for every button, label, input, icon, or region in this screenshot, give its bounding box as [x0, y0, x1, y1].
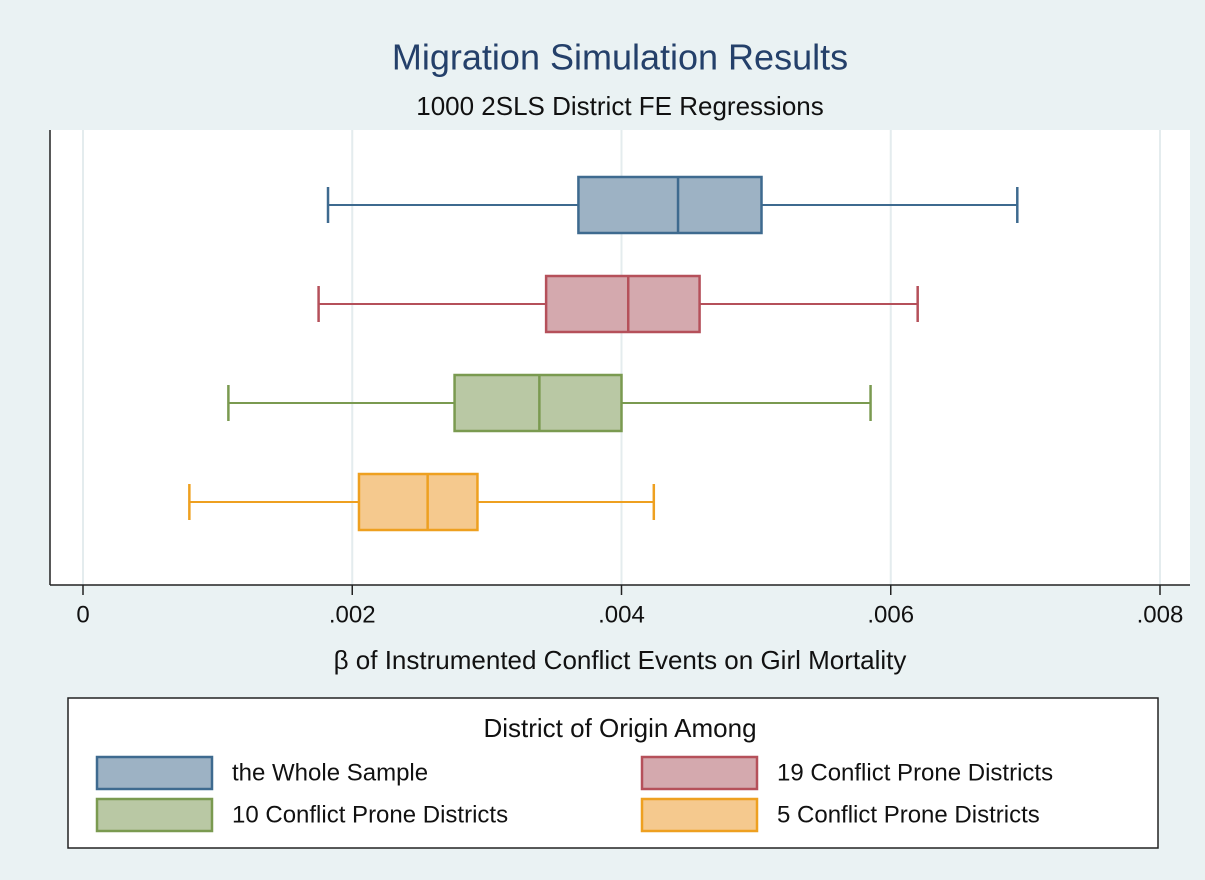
x-tick-label: 0: [76, 601, 89, 628]
box: [453, 373, 623, 433]
x-tick-label: .004: [598, 601, 645, 628]
legend-swatch: [640, 797, 759, 833]
chart-title: Migration Simulation Results: [392, 37, 848, 78]
legend-title: District of Origin Among: [483, 713, 756, 743]
legend-swatch: [640, 755, 759, 791]
legend-label: 19 Conflict Prone Districts: [777, 759, 1053, 786]
x-tick-label: .006: [867, 601, 914, 628]
legend-swatch: [95, 755, 214, 791]
x-axis-label: β of Instrumented Conflict Events on Gir…: [334, 645, 907, 675]
x-tick-label: .008: [1137, 601, 1184, 628]
legend-label: 10 Conflict Prone Districts: [232, 801, 508, 828]
box: [577, 175, 763, 235]
legend-swatch: [95, 797, 214, 833]
chart-subtitle: 1000 2SLS District FE Regressions: [416, 91, 824, 121]
legend-label: the Whole Sample: [232, 759, 428, 786]
box: [544, 274, 701, 334]
legend-box: [67, 697, 1159, 849]
legend-label: 5 Conflict Prone Districts: [777, 801, 1040, 828]
box: [357, 472, 479, 532]
x-tick-label: .002: [329, 601, 376, 628]
